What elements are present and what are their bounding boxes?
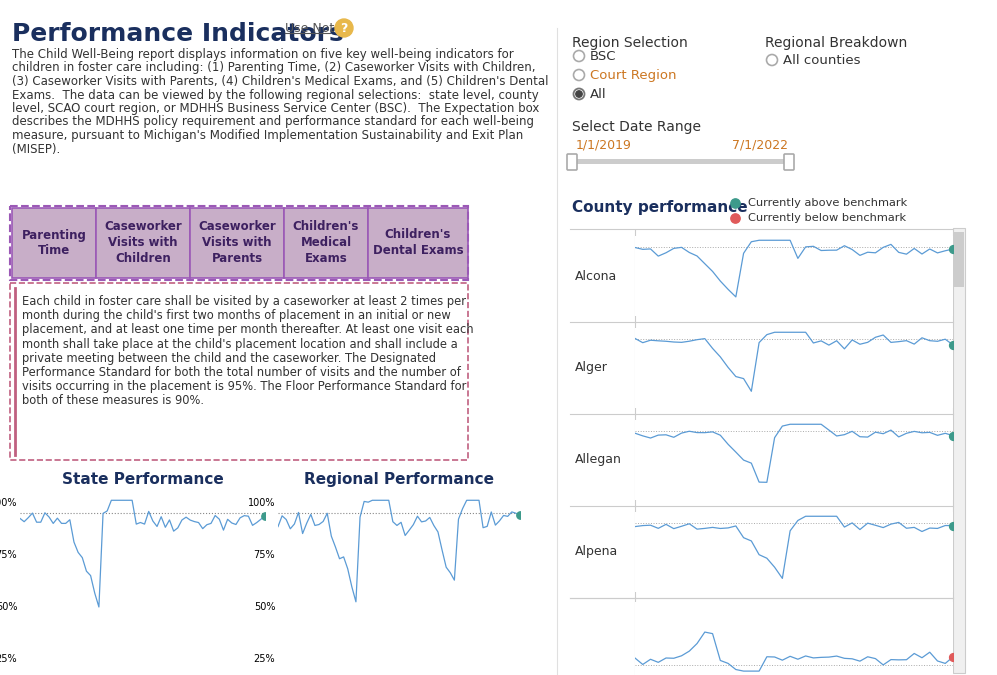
Text: both of these measures is 90%.: both of these measures is 90%. [22,394,204,408]
Bar [10,283,468,460]
Bar [368,208,468,278]
Text: visits occurring in the placement is 95%. The Floor Performance Standard for: visits occurring in the placement is 95%… [22,380,467,394]
Circle shape [576,91,582,97]
Text: All: All [590,88,606,101]
Bar [953,228,965,673]
Point [945,340,961,350]
Bar [284,208,368,278]
Bar [574,159,787,164]
Text: Exams.  The data can be viewed by the following regional selections:  state leve: Exams. The data can be viewed by the fol… [12,88,538,101]
Text: (3) Caseworker Visits with Parents, (4) Children's Medical Exams, and (5) Childr: (3) Caseworker Visits with Parents, (4) … [12,75,548,88]
Text: Parenting
Time: Parenting Time [22,229,87,257]
Point [512,510,528,521]
Circle shape [335,19,353,37]
Text: placement, and at least one time per month thereafter. At least one visit each: placement, and at least one time per mon… [22,323,474,336]
Text: Select Date Range: Select Date Range [572,120,701,134]
Point [945,520,961,531]
Text: Allegan: Allegan [575,454,622,466]
Text: Regional Performance: Regional Performance [304,472,494,487]
Text: children in foster care including: (1) Parenting Time, (2) Caseworker Visits wit: children in foster care including: (1) P… [12,61,535,74]
Text: Alger: Alger [575,362,608,375]
Text: Each child in foster care shall be visited by a caseworker at least 2 times per: Each child in foster care shall be visit… [22,295,466,308]
Text: Court Region: Court Region [590,68,677,82]
Text: level, SCAO court region, or MDHHS Business Service Center (BSC).  The Expectati: level, SCAO court region, or MDHHS Busin… [12,102,539,115]
Text: Currently above benchmark: Currently above benchmark [748,198,907,208]
Text: 7/1/2022: 7/1/2022 [732,138,788,151]
Text: The Child Well-Being report displays information on five key well-being indicato: The Child Well-Being report displays inf… [12,48,513,61]
Bar [190,208,284,278]
Text: Performance Standard for both the total number of visits and the number of: Performance Standard for both the total … [22,366,461,379]
Text: describes the MDHHS policy requirement and performance standard for each well-be: describes the MDHHS policy requirement a… [12,115,534,128]
Text: State Performance: State Performance [62,472,223,487]
Point [945,651,961,662]
Text: (MISEP).: (MISEP). [12,142,60,155]
Point [257,510,273,521]
Text: BSC: BSC [590,49,616,63]
Text: measure, pursuant to Michigan's Modified Implementation Sustainability and Exit : measure, pursuant to Michigan's Modified… [12,129,523,142]
Text: Currently below benchmark: Currently below benchmark [748,213,906,223]
Bar [10,206,468,280]
Text: month shall take place at the child's placement location and shall include a: month shall take place at the child's pl… [22,338,458,350]
FancyBboxPatch shape [567,154,577,170]
Point [945,244,961,254]
Text: Use Note: Use Note [285,22,342,35]
Bar [12,208,96,278]
Text: Performance Indicators: Performance Indicators [12,22,344,46]
Point [727,213,743,223]
Text: County performance: County performance [572,200,748,215]
Text: month during the child's first two months of placement in an initial or new: month during the child's first two month… [22,309,451,322]
Point [945,430,961,441]
FancyBboxPatch shape [784,154,794,170]
Text: Regional Breakdown: Regional Breakdown [765,36,907,50]
Text: Caseworker
Visits with
Parents: Caseworker Visits with Parents [198,221,276,265]
Bar [954,232,964,287]
Point [727,198,743,209]
Text: All counties: All counties [783,53,860,67]
Text: Caseworker
Visits with
Children: Caseworker Visits with Children [104,221,181,265]
Text: Alpena: Alpena [575,545,618,558]
Text: Children's
Medical
Exams: Children's Medical Exams [293,221,359,265]
Text: 1/1/2019: 1/1/2019 [576,138,632,151]
Text: ?: ? [340,22,348,34]
Text: Region Selection: Region Selection [572,36,688,50]
Bar [96,208,190,278]
Text: Alcona: Alcona [575,269,617,283]
Text: Children's
Dental Exams: Children's Dental Exams [373,229,464,257]
Text: private meeting between the child and the caseworker. The Designated: private meeting between the child and th… [22,352,436,364]
